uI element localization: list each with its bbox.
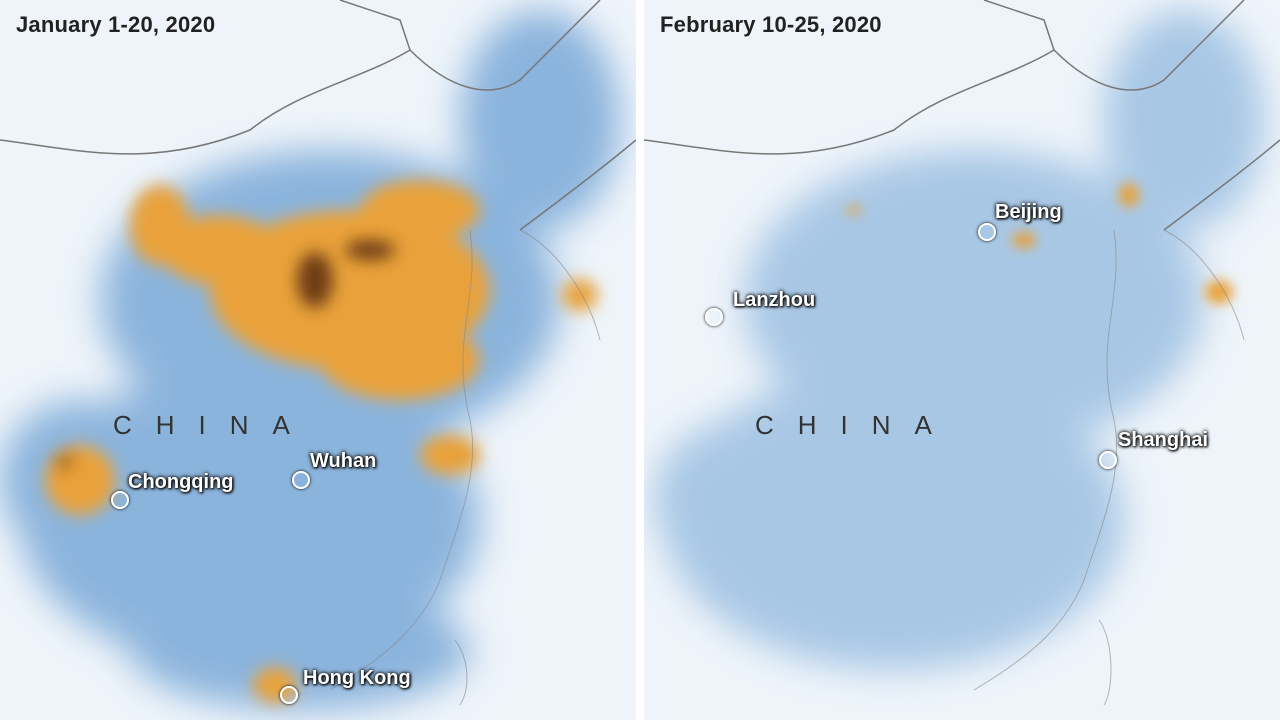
city-marker-icon [705,308,723,326]
city-label-hong-kong: Hong Kong [303,667,411,689]
city-label-chongqing: Chongqing [128,471,234,493]
city-marker-icon [292,471,310,489]
city-label-lanzhou: Lanzhou [733,289,816,311]
city-label-shanghai: Shanghai [1118,429,1209,451]
city-marker-icon [111,491,129,509]
country-label: CHINA [755,410,956,440]
map-title: January 1-20, 2020 [16,12,216,37]
city-marker-icon [280,686,298,704]
map-panel-january: January 1-20, 2020 CHINA Chongqing Wuhan… [0,0,636,720]
map-panel-february: February 10-25, 2020 CHINA Beijing Lanzh… [644,0,1280,720]
map-title: February 10-25, 2020 [660,12,882,37]
no2-map-january [0,0,636,710]
country-label: CHINA [113,410,314,440]
city-label-beijing: Beijing [995,201,1062,223]
no2-map-february [644,0,1280,706]
city-marker-icon [978,223,996,241]
city-marker-icon [1099,451,1117,469]
city-label-wuhan: Wuhan [310,450,377,472]
